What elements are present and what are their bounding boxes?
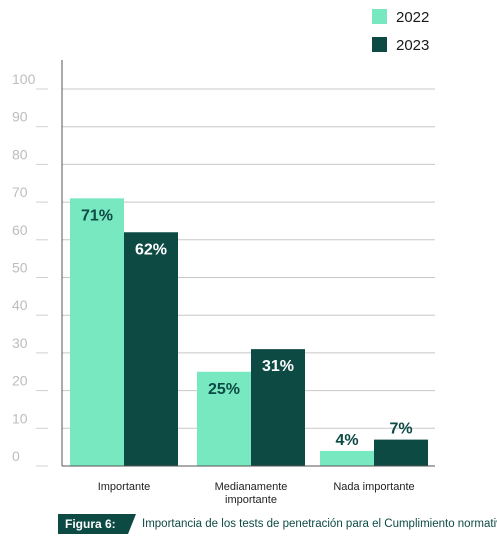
y-tick-label: 0 xyxy=(12,448,20,464)
legend-label-2023: 2023 xyxy=(396,37,430,54)
legend-item-2022: 2022 xyxy=(372,9,429,26)
data-label-2022-0: 71% xyxy=(81,207,113,224)
bar-2022-0 xyxy=(70,198,124,466)
y-tick-label: 40 xyxy=(12,297,28,313)
data-label-2022-2: 4% xyxy=(335,432,358,449)
y-tick-label: 50 xyxy=(12,260,28,276)
x-tick-label: Nada importante xyxy=(333,481,414,493)
y-tick-label: 10 xyxy=(12,410,28,426)
figure-caption: Figura 6: Importancia de los tests de pe… xyxy=(58,514,497,534)
x-tick-label: Medianamente xyxy=(215,481,288,493)
caption-label: Figura 6: xyxy=(58,514,128,534)
y-tick-label: 20 xyxy=(12,373,28,389)
bar-2023-0 xyxy=(124,232,178,466)
legend-swatch-2022 xyxy=(372,9,387,24)
legend-label-2022: 2022 xyxy=(396,9,430,26)
y-tick-label: 70 xyxy=(12,184,28,200)
legend-item-2023: 2023 xyxy=(372,37,429,54)
caption-text: Importancia de los tests de penetración … xyxy=(142,518,497,530)
bar-2023-2 xyxy=(374,439,428,466)
data-label-2023-0: 62% xyxy=(135,241,167,258)
data-label-2022-1: 25% xyxy=(208,381,240,398)
x-tick-label: importante xyxy=(225,494,277,506)
y-tick-label: 80 xyxy=(12,146,28,162)
legend-swatch-2023 xyxy=(372,37,387,52)
y-tick-label: 60 xyxy=(12,222,28,238)
data-label-2023-1: 31% xyxy=(262,358,294,375)
bar-2022-2 xyxy=(320,450,374,466)
data-label-2023-2: 7% xyxy=(389,421,412,438)
bar-2023-1 xyxy=(251,349,305,466)
y-tick-label: 30 xyxy=(12,335,28,351)
caption-slant-decoration xyxy=(128,514,136,534)
x-tick-label: Importante xyxy=(98,481,151,493)
y-tick-label: 100 xyxy=(12,71,36,87)
bar-2022-1 xyxy=(197,371,251,466)
y-tick-label: 90 xyxy=(12,109,28,125)
